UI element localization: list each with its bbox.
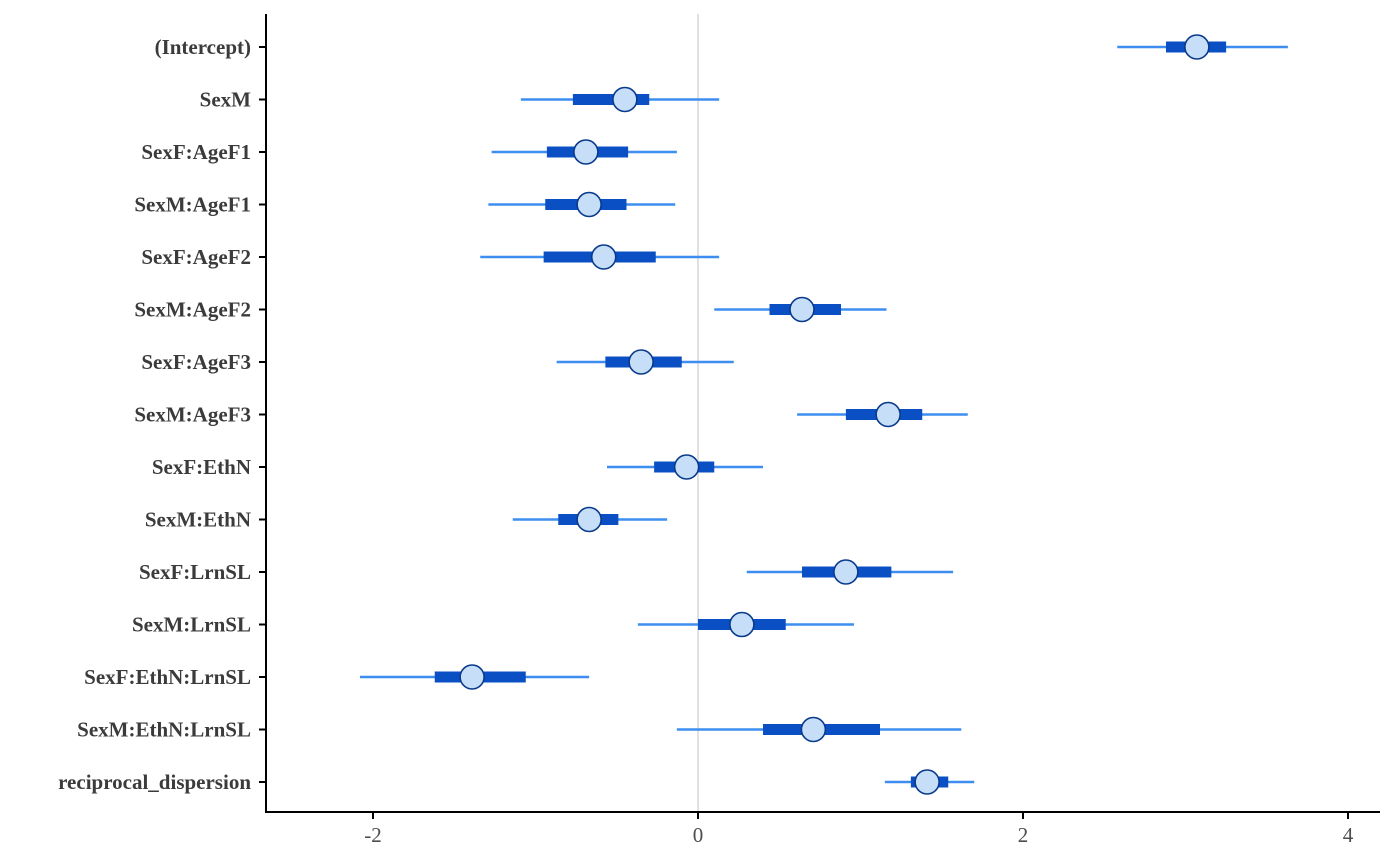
- y-axis-ticks: (Intercept) SexM SexF:AgeF1 SexM:AgeF1 SexF:…: [58, 35, 266, 794]
- point-estimate: [573, 139, 599, 165]
- point-estimate: [789, 296, 815, 323]
- y-tick-label: SexM: [200, 88, 252, 112]
- x-tick-label: 2: [1018, 823, 1029, 847]
- x-tick-label: 4: [1343, 823, 1354, 847]
- y-tick-label: SexM:AgeF2: [134, 298, 251, 322]
- y-tick-label: SexF:LrnSL: [139, 560, 251, 584]
- y-tick-label: SexM:EthN:LrnSL: [77, 718, 251, 742]
- interval-row: [884, 769, 975, 795]
- interval-row: [746, 559, 954, 585]
- y-tick-label: SexF:AgeF3: [141, 350, 251, 374]
- point-estimate: [576, 506, 602, 533]
- interval-row: [607, 454, 763, 480]
- y-tick-label: SexM:AgeF3: [134, 403, 251, 427]
- point-estimate: [729, 611, 755, 638]
- y-tick-label: SexF:AgeF2: [141, 245, 251, 269]
- y-tick-label: SexM:AgeF1: [134, 193, 251, 217]
- interval-row: [491, 139, 677, 165]
- y-tick-label: (Intercept): [155, 35, 251, 59]
- point-estimate: [875, 401, 901, 428]
- y-tick-label: SexM:LrnSL: [132, 613, 251, 637]
- point-estimate: [1184, 34, 1210, 60]
- interval-row: [520, 86, 720, 113]
- y-tick-label: SexF:EthN: [152, 455, 251, 479]
- interval-row: [360, 664, 590, 690]
- point-estimate: [612, 86, 638, 113]
- interval-row: [714, 296, 887, 323]
- x-axis-ticks: -2 0 2 4: [364, 812, 1354, 847]
- interval-row: [488, 191, 676, 218]
- x-tick-label: -2: [364, 823, 382, 847]
- point-estimate: [459, 664, 485, 690]
- point-estimate: [914, 769, 940, 795]
- y-tick-label: SexF:AgeF1: [141, 140, 251, 164]
- point-estimate: [590, 244, 617, 270]
- interval-row: [637, 611, 854, 638]
- interval-row: [556, 349, 734, 375]
- interval-row: [676, 716, 962, 743]
- point-estimate: [800, 716, 827, 743]
- x-tick-label: 0: [693, 823, 704, 847]
- interval-row: [512, 506, 668, 533]
- point-estimate: [833, 559, 859, 585]
- y-tick-label: SexF:EthN:LrnSL: [84, 665, 251, 689]
- intervals-layer: [360, 34, 1288, 795]
- y-tick-label: SexM:EthN: [145, 508, 251, 532]
- point-estimate: [673, 454, 700, 480]
- interval-row: [797, 401, 968, 428]
- interval-row: [480, 244, 720, 270]
- interval-row: [1117, 34, 1288, 60]
- point-estimate: [628, 349, 654, 375]
- y-tick-label: reciprocal_dispersion: [58, 770, 251, 794]
- point-estimate: [576, 191, 602, 218]
